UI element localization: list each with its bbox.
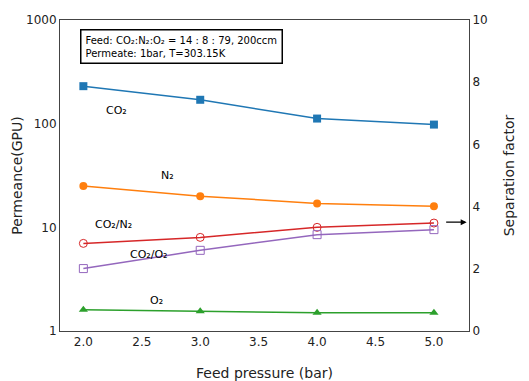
- svg-text:Feed pressure (bar): Feed pressure (bar): [196, 365, 333, 381]
- svg-text:3.5: 3.5: [249, 335, 268, 349]
- svg-text:8: 8: [472, 75, 480, 89]
- svg-text:4.0: 4.0: [308, 335, 327, 349]
- svg-text:CO₂: CO₂: [106, 104, 127, 117]
- svg-text:5.0: 5.0: [424, 335, 443, 349]
- svg-text:2.0: 2.0: [74, 335, 93, 349]
- svg-text:3.0: 3.0: [191, 335, 210, 349]
- svg-text:Separation factor: Separation factor: [501, 114, 517, 236]
- svg-text:0: 0: [472, 324, 480, 338]
- svg-text:100: 100: [34, 117, 57, 131]
- svg-text:2: 2: [472, 262, 480, 276]
- svg-text:6: 6: [472, 138, 480, 152]
- svg-text:Permeance(GPU): Permeance(GPU): [9, 116, 25, 235]
- svg-text:CO₂/N₂: CO₂/N₂: [95, 218, 132, 231]
- svg-text:4: 4: [472, 200, 480, 214]
- svg-text:1000: 1000: [26, 13, 57, 27]
- svg-text:10: 10: [472, 13, 487, 27]
- svg-text:2.5: 2.5: [132, 335, 151, 349]
- svg-text:O₂: O₂: [150, 294, 163, 307]
- svg-text:10: 10: [41, 221, 56, 235]
- svg-text:CO₂/O₂: CO₂/O₂: [130, 248, 168, 261]
- svg-text:Feed: CO₂:N₂:O₂ = 14 : 8 : 79,: Feed: CO₂:N₂:O₂ = 14 : 8 : 79, 200ccmPer…: [86, 35, 278, 59]
- svg-text:N₂: N₂: [161, 169, 174, 182]
- svg-text:4.5: 4.5: [366, 335, 385, 349]
- svg-text:1: 1: [49, 324, 57, 338]
